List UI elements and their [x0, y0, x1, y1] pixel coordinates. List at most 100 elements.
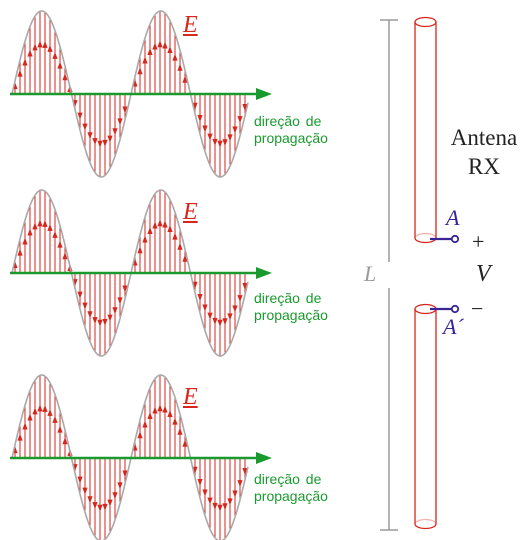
- sine-curve: [11, 10, 249, 178]
- field-vector-arrowhead: [137, 431, 143, 439]
- field-vector-arrowhead: [62, 252, 68, 260]
- field-vector-arrowhead: [37, 40, 43, 48]
- propagation-label-line2: propagação: [254, 307, 328, 323]
- field-vector-arrowhead: [17, 69, 23, 77]
- field-vector-arrowhead: [237, 116, 243, 124]
- antenna-title: Antena RX: [441, 123, 527, 181]
- field-vector-arrowhead: [102, 318, 108, 326]
- field-vector-arrowhead: [107, 314, 113, 322]
- sine-curve: [11, 189, 249, 357]
- field-vector-arrowhead: [172, 53, 178, 61]
- field-vector-arrowhead: [177, 63, 183, 71]
- field-vector-arrowhead: [22, 422, 28, 430]
- propagation-arrowhead: [256, 267, 272, 279]
- field-vector-arrowhead: [47, 408, 53, 416]
- field-vector-arrowhead: [157, 219, 163, 227]
- propagation-label-line2: propagação: [254, 130, 328, 146]
- field-vector-arrowhead: [22, 237, 28, 245]
- field-vector-arrowhead: [137, 246, 143, 254]
- field-vector-arrowhead: [242, 103, 248, 111]
- field-vector-arrowhead: [222, 503, 228, 511]
- field-vector-arrowhead: [157, 404, 163, 412]
- field-vector-arrowhead: [112, 307, 118, 315]
- field-vector-arrowhead: [107, 135, 113, 143]
- field-vector-arrowhead: [27, 49, 33, 57]
- field-vector-arrowhead: [162, 41, 168, 49]
- propagation-direction-label: direção de propagação: [254, 290, 328, 324]
- field-vector-arrowhead: [217, 140, 223, 148]
- antenna-title-line2: RX: [468, 154, 500, 179]
- electric-field-label: E: [183, 12, 198, 38]
- antenna-lower-rod: [414, 303, 437, 530]
- propagation-label-line1: direção de: [254, 471, 322, 487]
- propagation-arrowhead: [256, 88, 272, 100]
- field-vector-arrowhead: [82, 302, 88, 310]
- field-vector-arrowhead: [212, 138, 218, 146]
- field-vector-arrowhead: [207, 133, 213, 141]
- field-vector-arrowhead: [182, 439, 188, 447]
- field-vector-arrowhead: [32, 43, 38, 51]
- field-vector-arrowhead: [122, 285, 128, 293]
- antenna-length-marker: [380, 19, 398, 531]
- field-vector-arrowhead: [62, 437, 68, 445]
- wave-group: [10, 10, 272, 540]
- field-vector-arrowhead: [122, 470, 128, 478]
- field-vector-arrowhead: [37, 219, 43, 227]
- field-vector-arrowhead: [82, 123, 88, 131]
- field-vector-arrowhead: [47, 44, 53, 52]
- field-vector-arrowhead: [167, 410, 173, 418]
- field-vector-arrowhead: [47, 223, 53, 231]
- field-vector-arrowhead: [162, 220, 168, 228]
- e-field-wave: [10, 374, 272, 540]
- terminal-a-prime-label: A´: [443, 314, 464, 339]
- antenna-length-label: L: [364, 261, 377, 286]
- field-vector-arrowhead: [37, 404, 43, 412]
- field-vector-arrowhead: [157, 40, 163, 48]
- field-vector-arrowhead: [197, 478, 203, 486]
- propagation-direction-label: direção de propagação: [254, 471, 328, 505]
- e-field-wave: [10, 189, 272, 357]
- propagation-label-line1: direção de: [254, 113, 322, 129]
- e-field-wave: [10, 10, 272, 178]
- field-vector-arrowhead: [32, 407, 38, 415]
- field-vector-arrowhead: [207, 497, 213, 505]
- field-vector-arrowhead: [117, 118, 123, 126]
- field-vector-arrowhead: [82, 487, 88, 495]
- field-vector-arrowhead: [167, 46, 173, 54]
- field-vector-arrowhead: [62, 73, 68, 81]
- terminal-a-label: A: [446, 205, 460, 230]
- field-vector-arrowhead: [227, 313, 233, 321]
- field-vector-arrowhead: [197, 293, 203, 301]
- voltage-label: V: [476, 261, 491, 287]
- field-vector-arrowhead: [217, 319, 223, 327]
- field-vector-arrowhead: [177, 427, 183, 435]
- field-vector-arrowhead: [142, 235, 148, 243]
- field-vector-arrowhead: [27, 413, 33, 421]
- field-vector-arrowhead: [57, 61, 63, 69]
- field-vector-arrowhead: [97, 319, 103, 327]
- field-vector-arrowhead: [172, 417, 178, 425]
- field-vector-arrowhead: [27, 228, 33, 236]
- plus-sign: +: [472, 229, 485, 254]
- field-vector-arrowhead: [232, 490, 238, 498]
- field-vector-arrowhead: [52, 230, 58, 238]
- field-vector-arrowhead: [142, 56, 148, 64]
- field-vector-arrowhead: [172, 232, 178, 240]
- field-vector-arrowhead: [77, 112, 83, 120]
- terminal-lead-bottom: [430, 304, 460, 314]
- field-vector-arrowhead: [57, 240, 63, 248]
- field-vector-arrowhead: [52, 415, 58, 423]
- field-vector-arrowhead: [42, 219, 48, 227]
- field-vector-arrowhead: [152, 406, 158, 414]
- propagation-label-line2: propagação: [254, 488, 328, 504]
- field-vector-arrowhead: [197, 114, 203, 122]
- field-vector-arrowhead: [122, 106, 128, 114]
- field-vector-arrowhead: [102, 503, 108, 511]
- electric-field-label: E: [183, 199, 198, 225]
- field-vector-arrowhead: [77, 291, 83, 299]
- field-vector-arrowhead: [232, 126, 238, 134]
- field-vector-arrowhead: [92, 502, 98, 510]
- field-vector-arrowhead: [57, 425, 63, 433]
- field-vector-arrowhead: [202, 304, 208, 312]
